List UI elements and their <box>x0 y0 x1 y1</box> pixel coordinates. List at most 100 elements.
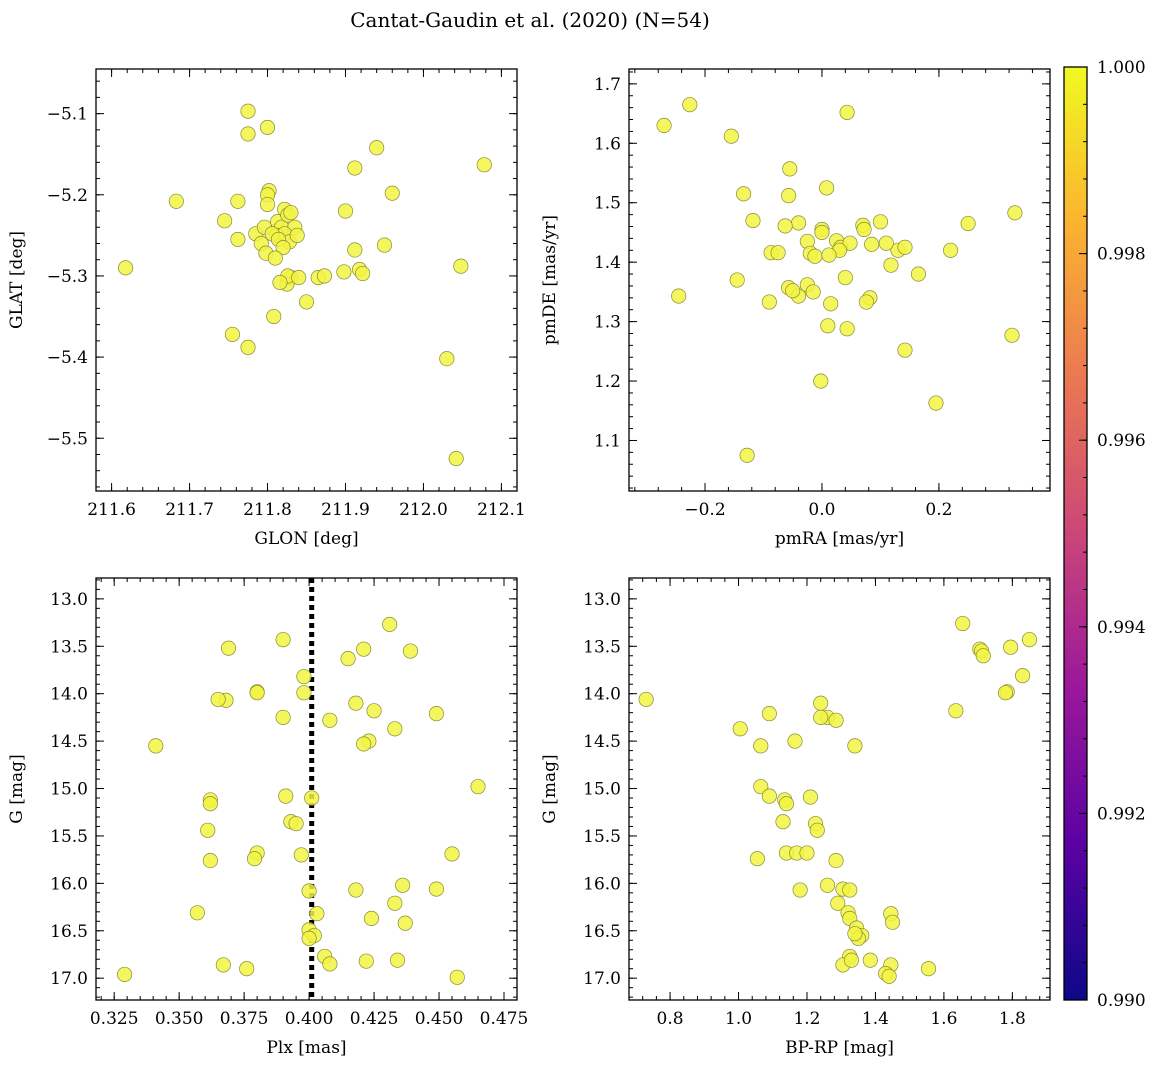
data-point <box>736 186 752 202</box>
xtick-label: 0.325 <box>90 1009 139 1029</box>
xtick-label: 0.475 <box>480 1009 529 1029</box>
data-point <box>249 685 265 701</box>
data-point <box>782 161 798 177</box>
ytick-label: 1.3 <box>594 313 621 333</box>
data-point <box>948 703 964 719</box>
data-point <box>802 789 818 805</box>
colorbar-gradient <box>1064 67 1087 1000</box>
ytick-label: 16.0 <box>50 874 88 894</box>
data-point <box>997 685 1014 701</box>
colorbar: 0.990 0.992 0.994 0.996 0.998 1.000 <box>1063 58 1146 1011</box>
ticks-pm <box>629 69 1050 491</box>
data-point <box>1015 668 1031 684</box>
data-point <box>955 615 971 632</box>
data-point <box>847 738 863 754</box>
colorbar-tick-label: 0.992 <box>1097 804 1146 824</box>
data-point <box>791 215 807 231</box>
figure-title: Cantat-Gaudin et al. (2020) (N=54) <box>350 8 710 32</box>
ytick-label: 15.5 <box>583 827 621 847</box>
data-point <box>753 738 769 754</box>
ytick-label: 13.0 <box>50 590 88 610</box>
ytick-label: 1.6 <box>594 134 621 154</box>
ytick-label: 1.5 <box>594 194 621 214</box>
x-axis-label: pmRA [mas/yr] <box>775 529 904 549</box>
data-point <box>387 895 403 911</box>
data-point <box>819 877 836 893</box>
data-point <box>267 250 283 266</box>
ytick-label: 1.7 <box>594 75 621 95</box>
data-point <box>230 231 246 247</box>
data-point <box>1021 632 1038 648</box>
data-point <box>448 450 464 467</box>
ytick-label: 15.0 <box>50 780 88 800</box>
axes-frame <box>95 68 518 492</box>
data-point <box>293 847 309 863</box>
data-point <box>347 242 363 258</box>
data-point <box>820 318 836 334</box>
data-point <box>761 788 777 804</box>
data-point <box>224 326 240 342</box>
data-point <box>449 969 465 985</box>
data-point <box>202 796 218 812</box>
xtick-label: 211.7 <box>165 500 214 520</box>
data-point <box>470 779 486 795</box>
data-point <box>739 447 755 463</box>
data-point <box>856 221 872 238</box>
xtick-label: 0.2 <box>925 500 952 520</box>
xtick-label: 0.375 <box>220 1009 269 1029</box>
data-point <box>304 790 320 806</box>
data-point <box>428 881 444 897</box>
data-point <box>878 235 894 251</box>
data-point <box>723 128 739 144</box>
ytick-label: 13.5 <box>583 637 621 657</box>
axes-frame <box>628 68 1051 492</box>
xtick-label: 1.4 <box>862 1009 889 1029</box>
ytick-label: 14.5 <box>583 732 621 752</box>
xtick-label: 1.6 <box>930 1009 957 1029</box>
ytick-label: −5.2 <box>47 186 88 206</box>
xtick-label: 212.1 <box>477 500 526 520</box>
data-point <box>842 882 858 898</box>
data-point <box>366 703 382 719</box>
data-point <box>202 853 218 869</box>
data-point <box>272 274 288 290</box>
data-point <box>745 213 761 229</box>
data-point <box>296 685 312 701</box>
ticks-glon-glat <box>95 69 518 491</box>
data-point <box>382 616 398 633</box>
data-point <box>830 895 846 911</box>
data-point <box>858 294 874 310</box>
data-point <box>316 268 332 284</box>
data-point <box>369 140 385 156</box>
data-point <box>960 215 976 232</box>
ytick-label: 1.2 <box>594 372 621 392</box>
ytick-label: 14.0 <box>50 685 88 705</box>
data-point <box>266 308 282 325</box>
data-point <box>807 248 823 264</box>
data-point <box>336 264 352 280</box>
ticks-cmd <box>628 578 1050 1000</box>
data-point <box>732 721 748 737</box>
data-point <box>376 237 393 253</box>
xtick-label: 0.0 <box>808 500 835 520</box>
ytick-label: 14.5 <box>50 732 88 752</box>
colorbar-frame <box>1063 66 1088 1001</box>
panel-glon-glat: 211.6 211.7 211.8 211.9 212.0 212.1 −5.1 −5.2 −5… <box>7 68 526 549</box>
ytick-label: 14.0 <box>583 685 621 705</box>
xtick-label: 0.8 <box>657 1009 684 1029</box>
xtick-label: 211.6 <box>87 500 136 520</box>
data-point <box>943 242 959 258</box>
ytick-label: −5.5 <box>47 429 88 449</box>
data-point <box>275 632 291 648</box>
x-axis-label: BP-RP [mag] <box>785 1038 894 1058</box>
data-point <box>799 845 815 861</box>
y-axis-label: G [mag] <box>7 754 27 823</box>
axes-frame <box>95 577 518 1001</box>
ytick-label: 17.0 <box>583 969 621 989</box>
data-point <box>348 882 364 898</box>
axes-frame <box>628 577 1051 1001</box>
colorbar-tick-label: 0.998 <box>1097 245 1146 265</box>
xtick-label: 1.8 <box>999 1009 1026 1029</box>
data-point <box>476 157 492 173</box>
